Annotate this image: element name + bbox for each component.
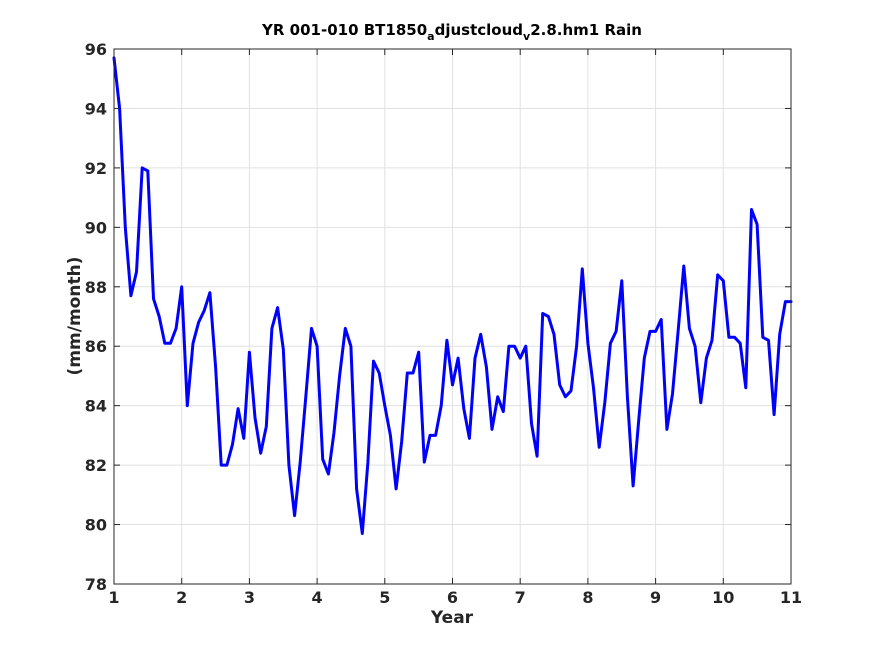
x-tick-label: 9 xyxy=(650,588,661,607)
x-tick-label: 6 xyxy=(447,588,458,607)
title-sub-1: a xyxy=(427,30,434,43)
x-tick-label: 4 xyxy=(312,588,323,607)
y-axis-label: (mm/month) xyxy=(65,257,85,376)
x-tick-label: 3 xyxy=(244,588,255,607)
x-tick-label: 5 xyxy=(379,588,390,607)
title-mid: djustcloud xyxy=(435,21,523,39)
y-tick-label: 86 xyxy=(85,337,107,356)
title-prefix: YR 001-010 BT1850 xyxy=(261,21,427,39)
x-tick-label: 1 xyxy=(108,588,119,607)
y-tick-label: 82 xyxy=(85,456,107,475)
x-tick-label: 8 xyxy=(582,588,593,607)
x-tick-label: 10 xyxy=(712,588,734,607)
title-suffix: 2.8.hm1 Rain xyxy=(530,21,642,39)
series-layer xyxy=(112,56,793,535)
y-tick-label: 94 xyxy=(85,99,107,118)
y-tick-label: 88 xyxy=(85,278,107,297)
x-axis-label: Year xyxy=(430,608,474,628)
series-line-0 xyxy=(112,56,793,535)
y-tick-label: 78 xyxy=(85,575,107,594)
y-tick-label: 90 xyxy=(85,218,107,237)
x-tick-label: 7 xyxy=(515,588,526,607)
title-sub-2: v xyxy=(523,30,531,43)
y-tick-label: 80 xyxy=(85,516,107,535)
y-tick-label: 96 xyxy=(85,40,107,59)
y-tick-label: 92 xyxy=(85,159,107,178)
y-tick-label: 84 xyxy=(85,397,107,416)
x-tick-label: 2 xyxy=(176,588,187,607)
x-tick-label: 11 xyxy=(780,588,802,607)
chart-title: YR 001-010 BT1850adjustcloudv2.8.hm1 Rai… xyxy=(261,21,642,43)
